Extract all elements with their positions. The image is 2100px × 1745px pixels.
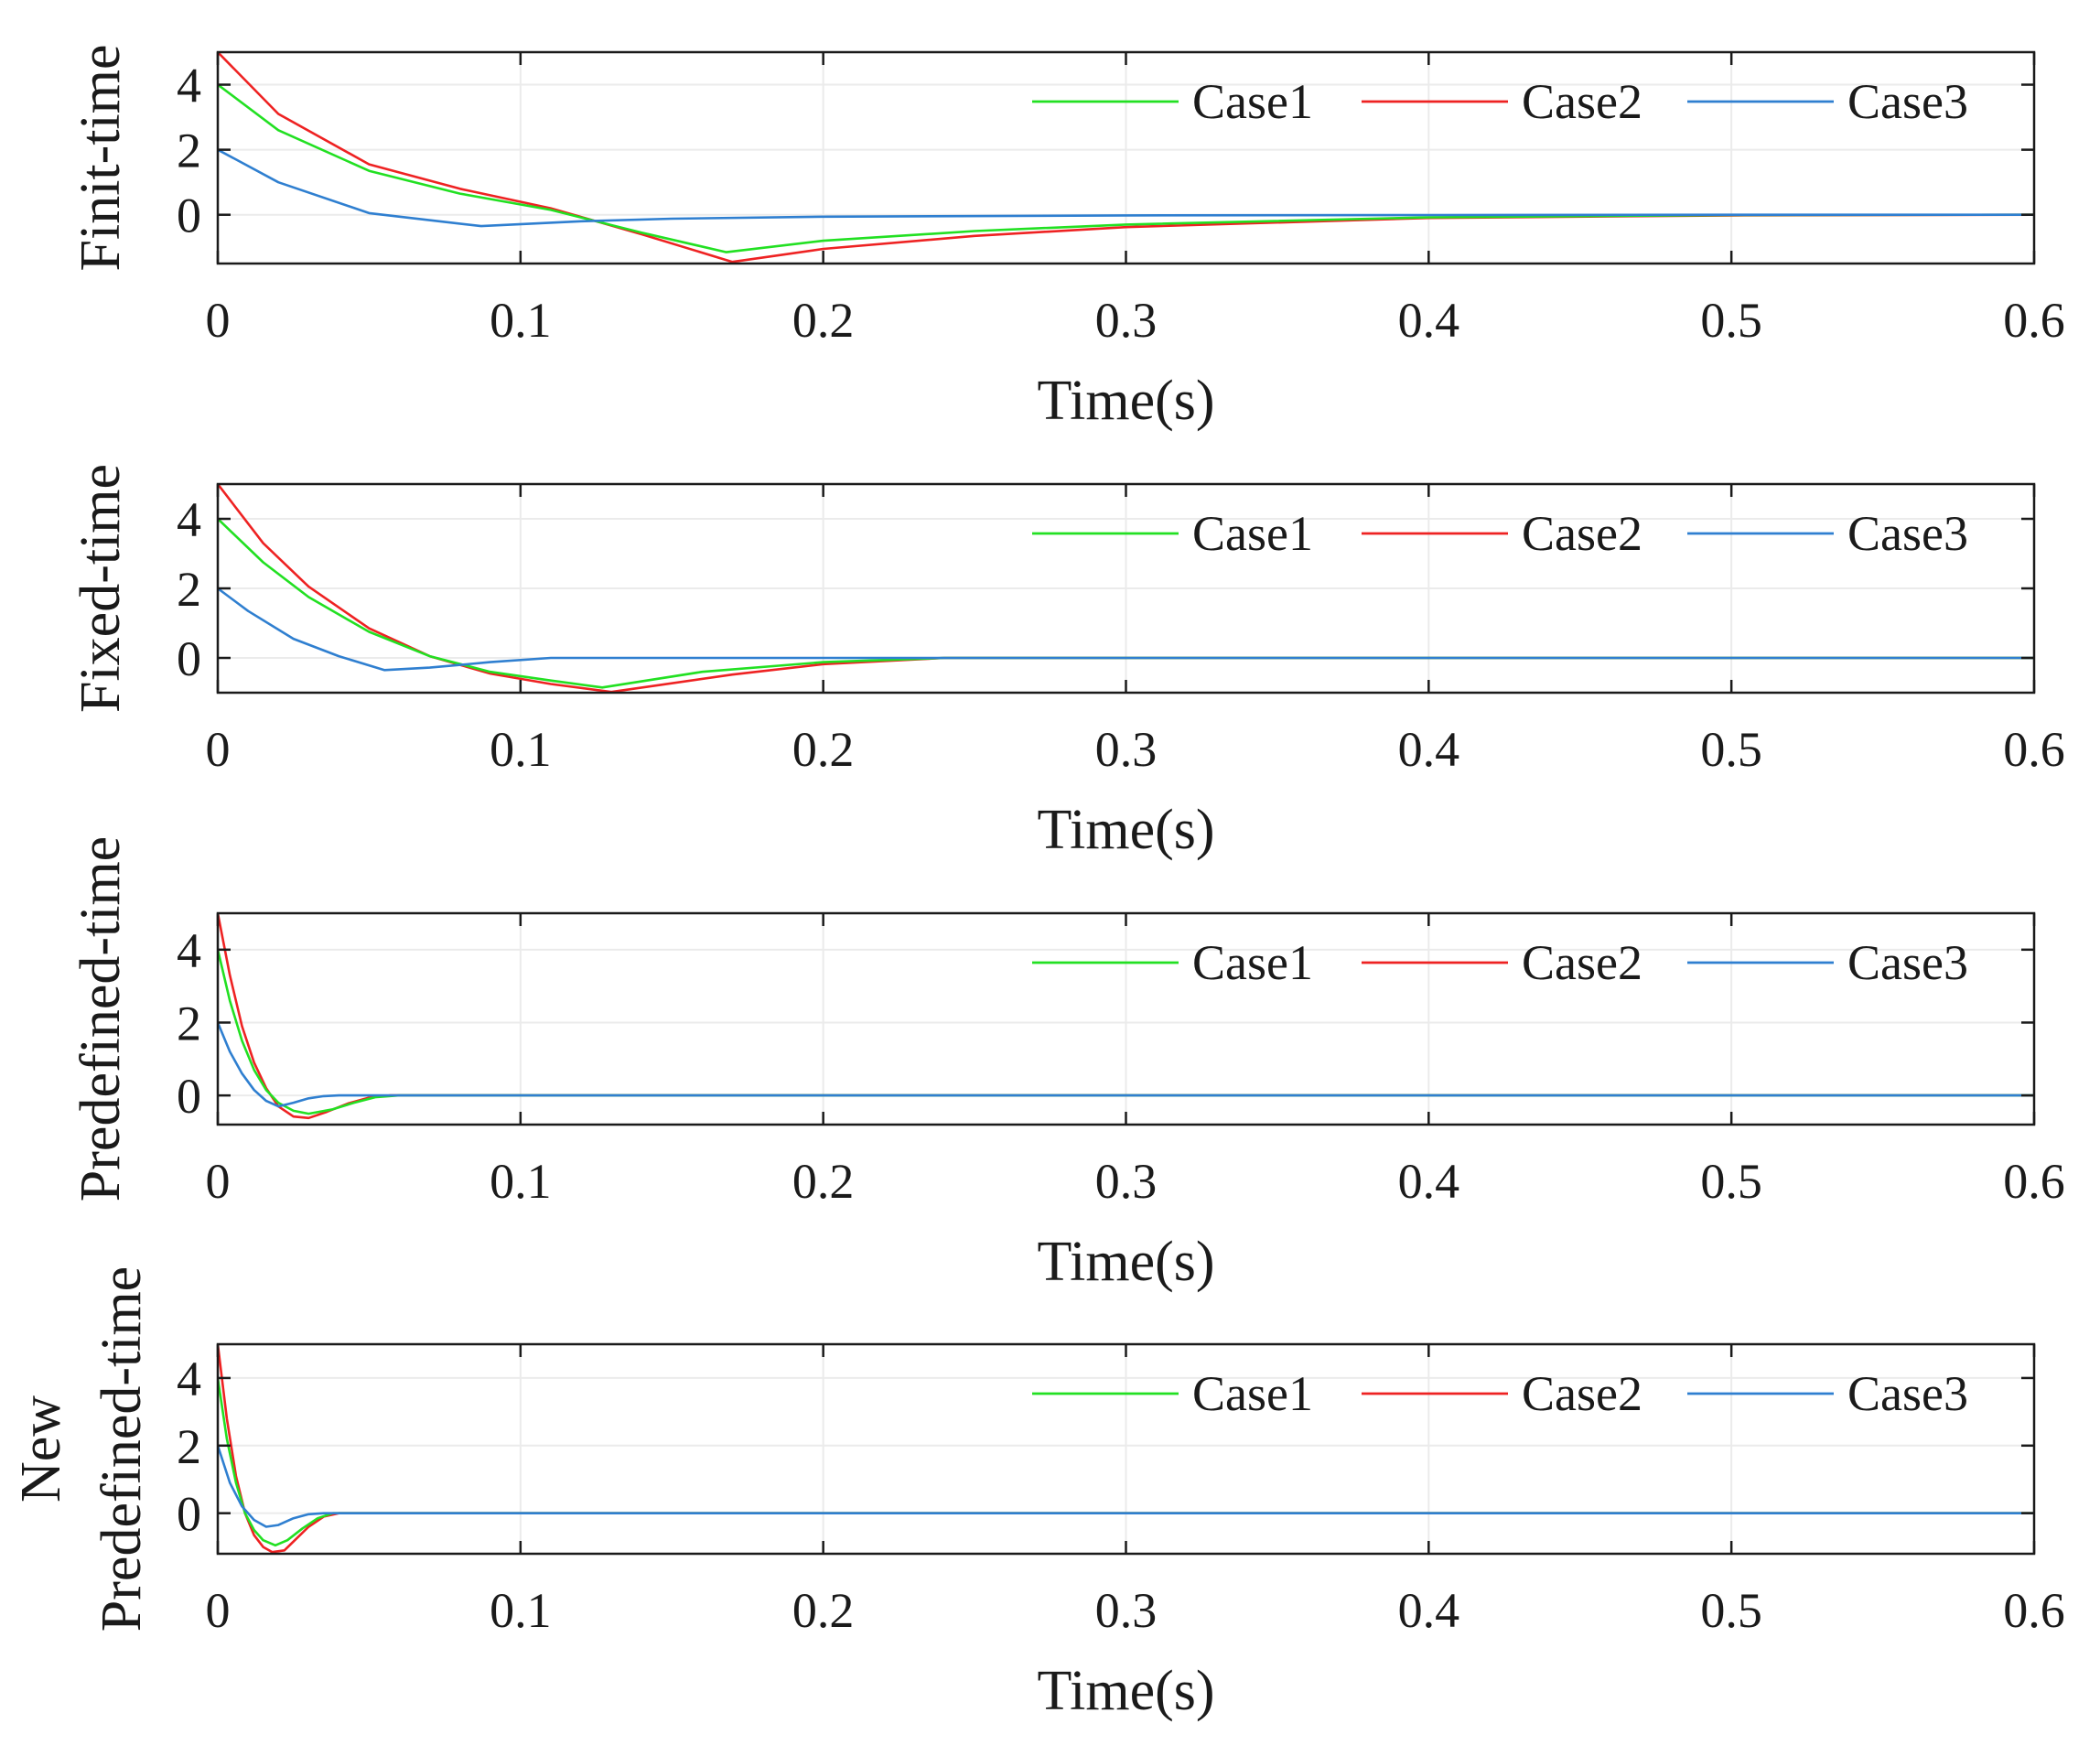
x-tick-label: 0.1: [490, 1154, 552, 1209]
x-tick-label: 0.4: [1398, 1154, 1460, 1209]
x-tick-label: 0.5: [1700, 1583, 1762, 1638]
x-tick-label: 0.4: [1398, 293, 1460, 348]
y-axis-label: Fixed-time: [70, 464, 132, 713]
legend-label-case3: Case3: [1847, 935, 1968, 990]
x-tick-label: 0.4: [1398, 722, 1460, 777]
x-tick-label: 0: [206, 1154, 231, 1209]
series-line-case1: [218, 83, 2034, 253]
y-tick-label: 0: [177, 631, 201, 686]
y-axis-label: Predefined-time: [70, 836, 132, 1201]
x-tick-label: 0.2: [792, 722, 855, 777]
series-line-case3: [218, 587, 2034, 672]
y-tick-label: 0: [177, 1487, 201, 1542]
x-tick-label: 0: [206, 722, 231, 777]
legend-label-case2: Case2: [1522, 74, 1642, 129]
legend-label-case3: Case3: [1847, 506, 1968, 561]
x-tick-label: 0.6: [2003, 1154, 2065, 1209]
series-line-case1: [218, 1377, 2034, 1547]
x-tick-label: 0.1: [490, 1583, 552, 1638]
legend-label-case3: Case3: [1847, 74, 1968, 129]
series-line-case3: [218, 1022, 2034, 1108]
x-tick-label: 0: [206, 293, 231, 348]
x-tick-label: 0.5: [1700, 1154, 1762, 1209]
x-tick-label: 0.5: [1700, 722, 1762, 777]
y-axis-label: Finit-time: [70, 45, 132, 272]
y-tick-label: 0: [177, 189, 201, 243]
y-tick-label: 0: [177, 1069, 201, 1124]
y-axis-label: New: [10, 1395, 72, 1503]
legend-label-case1: Case1: [1192, 506, 1313, 561]
legend-label-case3: Case3: [1847, 1366, 1968, 1421]
y-tick-label: 2: [177, 562, 201, 617]
x-tick-label: 0.3: [1095, 293, 1158, 348]
legend-label-case2: Case2: [1522, 1366, 1642, 1421]
series-group: [218, 484, 2034, 693]
series-group: [218, 1344, 2034, 1554]
x-tick-label: 0.1: [490, 722, 552, 777]
x-tick-label: 0.3: [1095, 1154, 1158, 1209]
y-tick-label: 4: [177, 1352, 201, 1406]
series-line-case3: [218, 148, 2034, 228]
x-axis-label: Time(s): [1037, 370, 1214, 432]
x-tick-label: 0.6: [2003, 722, 2065, 777]
series-line-case1: [218, 949, 2034, 1115]
y-tick-label: 2: [177, 124, 201, 178]
series-group: [218, 913, 2034, 1120]
y-tick-label: 2: [177, 1419, 201, 1474]
x-tick-label: 0.2: [792, 293, 855, 348]
series-group: [218, 52, 2034, 264]
y-tick-label: 4: [177, 492, 201, 547]
y-tick-label: 4: [177, 923, 201, 978]
x-tick-label: 0.2: [792, 1154, 855, 1209]
legend-label-case2: Case2: [1522, 506, 1642, 561]
legend-label-case1: Case1: [1192, 935, 1313, 990]
y-tick-label: 2: [177, 996, 201, 1050]
x-tick-label: 0.6: [2003, 293, 2065, 348]
x-tick-label: 0.6: [2003, 1583, 2065, 1638]
x-tick-label: 0.3: [1095, 1583, 1158, 1638]
x-tick-label: 0.2: [792, 1583, 855, 1638]
x-tick-label: 0.1: [490, 293, 552, 348]
legend-label-case2: Case2: [1522, 935, 1642, 990]
panel-1: 0 0.1 0.2 0.3 0.4 0.5 0.6 0 2 4 Time(s) Finit-time C…: [70, 45, 2065, 433]
x-axis-label: Time(s): [1037, 1660, 1214, 1722]
x-tick-label: 0.5: [1700, 293, 1762, 348]
x-tick-label: 0.4: [1398, 1583, 1460, 1638]
series-line-case3: [218, 1445, 2034, 1528]
x-axis-label: Time(s): [1037, 1231, 1214, 1293]
x-tick-label: 0.3: [1095, 722, 1158, 777]
legend-label-case1: Case1: [1192, 1366, 1313, 1421]
x-axis-label: Time(s): [1037, 799, 1214, 861]
panel-2: 0 0.1 0.2 0.3 0.4 0.5 0.6 0 2 4 Time(s) Fixed-time C…: [70, 464, 2065, 861]
x-tick-label: 0: [206, 1583, 231, 1638]
panel-3: 0 0.1 0.2 0.3 0.4 0.5 0.6 0 2 4 Time(s) Predefined-…: [70, 836, 2065, 1293]
legend-label-case1: Case1: [1192, 74, 1313, 129]
panel-4: 0 0.1 0.2 0.3 0.4 0.5 0.6 0 2 4 Time(s) New Predefin…: [10, 1266, 2065, 1722]
y-tick-label: 4: [177, 59, 201, 113]
y-axis-label: Predefined-time: [91, 1266, 153, 1632]
panels: 0 0.1 0.2 0.3 0.4 0.5 0.6 0 2 4 Time(s) Finit-time C…: [10, 45, 2065, 1723]
